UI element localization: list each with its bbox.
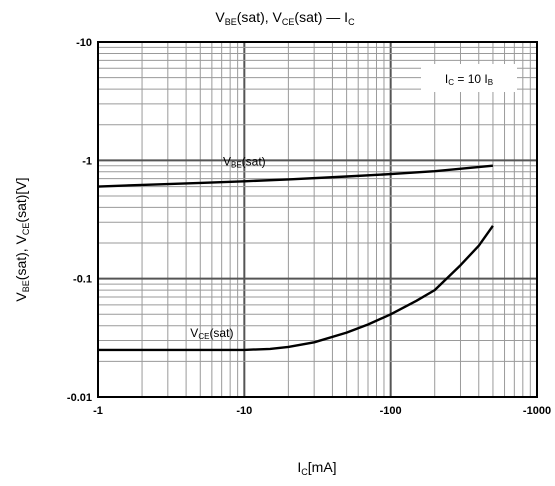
legend-background xyxy=(421,64,517,92)
x-axis-label: IC​[mA] xyxy=(297,459,336,477)
series-line xyxy=(98,225,494,352)
legend-text: IC​ = 10 IB​ xyxy=(445,72,493,87)
y-tick-label: -10 xyxy=(76,37,92,49)
series-layer: VBE​(sat) VCE​(sat) xyxy=(97,155,494,352)
y-tick-label: -1 xyxy=(82,155,92,167)
y-axis-label: VBE​(sat), VCE​(sat)[V] xyxy=(13,177,31,301)
x-tick-label: -10 xyxy=(236,405,252,417)
grid xyxy=(97,42,537,398)
y-tick-label: -0.01 xyxy=(67,392,92,404)
series-line xyxy=(97,164,494,188)
series-label: VBE​(sat) xyxy=(223,155,266,170)
legend-box: IC​ = 10 IB​ xyxy=(421,64,517,92)
series-label: VCE​(sat) xyxy=(190,326,233,341)
x-tick-label: -1000 xyxy=(523,405,551,417)
chart-title: VBE​(sat), VCE​(sat) — IC​ xyxy=(215,9,355,27)
x-tick-label: -100 xyxy=(380,405,402,417)
x-tick-label: -1 xyxy=(93,405,103,417)
tick-labels: -1 -10 -100 -1000 -10 -1 -0.1 -0.01 xyxy=(67,37,551,417)
y-tick-label: -0.1 xyxy=(73,274,92,286)
plot-frame xyxy=(97,41,538,398)
